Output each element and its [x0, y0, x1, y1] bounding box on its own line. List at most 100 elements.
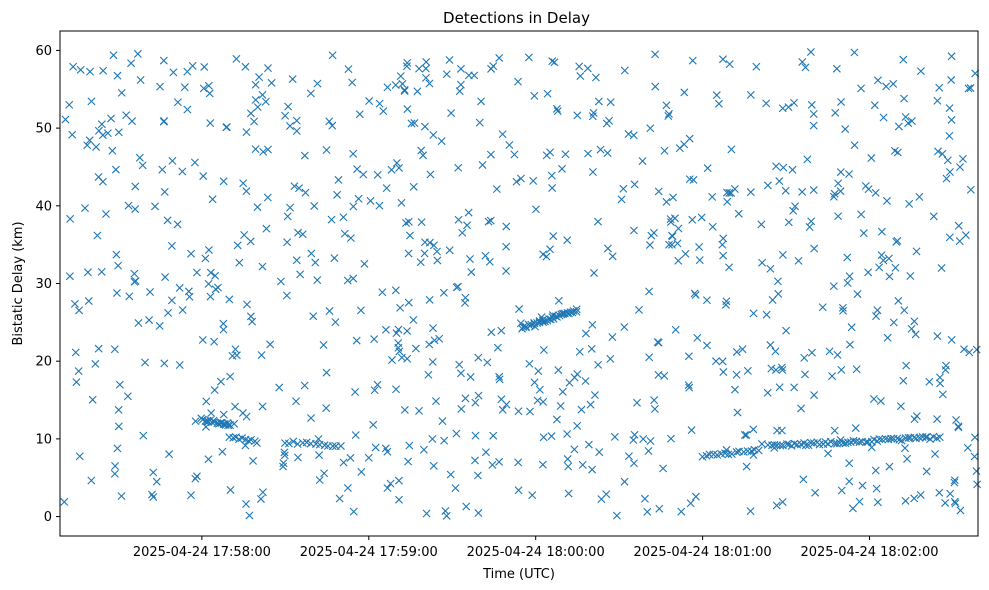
- data-point: [809, 121, 818, 130]
- data-point: [884, 254, 893, 263]
- data-point: [87, 476, 96, 485]
- data-point: [420, 249, 429, 258]
- data-point: [945, 168, 954, 176]
- data-point: [505, 141, 514, 149]
- data-point: [742, 431, 751, 439]
- data-point: [830, 426, 839, 435]
- data-point: [404, 249, 413, 258]
- data-point: [256, 494, 265, 503]
- data-point: [498, 130, 507, 139]
- data-point: [346, 453, 355, 462]
- data-point: [563, 430, 572, 438]
- data-point: [232, 54, 241, 63]
- data-point: [286, 203, 295, 212]
- data-point: [252, 439, 261, 447]
- data-point: [619, 184, 628, 193]
- data-point: [300, 381, 309, 390]
- data-point: [966, 84, 975, 93]
- data-point: [603, 149, 612, 158]
- data-point: [178, 306, 187, 315]
- data-point: [565, 378, 574, 387]
- data-point: [76, 65, 85, 74]
- data-point: [836, 168, 845, 177]
- data-point: [185, 292, 194, 301]
- data-point: [97, 267, 106, 276]
- data-point: [554, 296, 563, 305]
- data-point: [952, 416, 961, 424]
- data-point: [659, 464, 668, 473]
- data-point: [845, 272, 854, 281]
- data-point: [834, 179, 843, 188]
- data-point: [355, 110, 364, 119]
- data-point: [708, 222, 717, 231]
- data-point: [369, 420, 378, 429]
- data-point: [633, 398, 641, 407]
- data-point: [896, 402, 905, 411]
- data-point: [800, 370, 809, 379]
- data-point: [825, 347, 834, 356]
- data-point: [386, 479, 395, 488]
- data-point: [359, 170, 368, 179]
- data-point: [293, 440, 302, 449]
- data-point: [267, 78, 276, 87]
- data-point: [708, 192, 717, 201]
- data-point: [452, 429, 461, 438]
- data-point: [225, 295, 234, 304]
- data-point: [535, 385, 544, 394]
- data-point: [807, 348, 816, 357]
- data-point: [916, 490, 925, 499]
- data-point: [742, 462, 751, 471]
- data-point: [778, 497, 787, 506]
- data-point: [280, 439, 289, 448]
- data-point: [497, 395, 506, 404]
- data-point: [84, 297, 93, 306]
- data-point: [288, 75, 297, 84]
- data-point: [970, 433, 979, 442]
- data-point: [902, 361, 911, 370]
- data-point: [686, 499, 695, 508]
- data-point: [346, 234, 355, 243]
- data-point: [564, 462, 573, 471]
- data-point: [486, 216, 495, 225]
- data-point: [91, 359, 100, 368]
- data-point: [210, 386, 219, 395]
- data-point: [972, 467, 981, 476]
- data-point: [875, 263, 884, 272]
- data-point: [587, 344, 596, 353]
- y-axis-ticks: 0 10 20 30 40 50 60: [35, 44, 60, 525]
- data-point: [531, 205, 540, 214]
- data-point: [606, 98, 615, 107]
- x-tick-label: 2025-04-24 18:02:00: [800, 545, 938, 560]
- data-point: [199, 172, 208, 181]
- data-point: [734, 209, 743, 218]
- data-point: [149, 468, 158, 477]
- data-point: [807, 100, 816, 109]
- data-point: [702, 296, 711, 305]
- data-point: [383, 83, 392, 92]
- data-point: [634, 305, 643, 314]
- data-point: [128, 117, 137, 126]
- x-axis-ticks: 2025-04-24 17:58:00 2025-04-24 17:59:00 20…: [133, 536, 939, 560]
- data-point: [864, 268, 873, 277]
- x-tick-label: 2025-04-24 18:00:00: [467, 545, 605, 560]
- data-point: [542, 252, 551, 261]
- data-point: [348, 78, 357, 87]
- data-point: [838, 303, 847, 312]
- data-point: [158, 165, 167, 174]
- data-point: [646, 437, 655, 446]
- data-point: [446, 470, 455, 479]
- data-point: [951, 499, 960, 508]
- data-point: [901, 496, 910, 505]
- data-point: [226, 372, 235, 381]
- data-point: [164, 308, 173, 317]
- data-point: [778, 250, 787, 259]
- data-point: [775, 383, 784, 392]
- data-point: [970, 452, 979, 461]
- data-point: [65, 272, 74, 281]
- data-point: [409, 182, 418, 191]
- data-point: [907, 117, 916, 126]
- data-point: [431, 397, 440, 406]
- data-point: [339, 213, 348, 222]
- data-point: [892, 237, 901, 246]
- data-point: [113, 71, 122, 80]
